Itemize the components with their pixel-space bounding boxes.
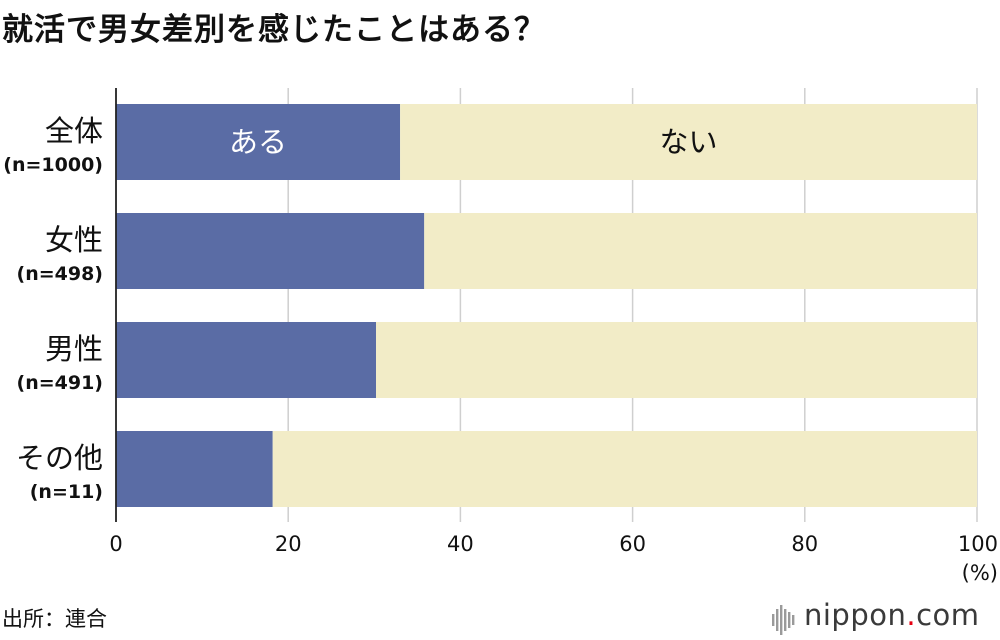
- bar-labels: ある ない: [229, 125, 718, 159]
- x-tick-label: 0: [109, 532, 122, 556]
- category-sublabel: (n=11): [30, 481, 103, 503]
- category-label: 男性: [45, 332, 103, 366]
- bar-segment: [116, 431, 273, 507]
- x-tick-label: 100: [958, 532, 998, 556]
- x-tick-label: 40: [447, 532, 474, 556]
- sound-bars-icon: [772, 605, 795, 635]
- category-labels: 全体 (n=1000) 女性 (n=498) 男性 (n=491) その他 (n=11): [3, 114, 103, 503]
- x-tick-label: 80: [791, 532, 818, 556]
- x-unit-label: (%): [962, 561, 998, 585]
- category-sublabel: (n=1000): [3, 154, 103, 176]
- x-tick-label: 60: [619, 532, 646, 556]
- bar-segment: [376, 322, 978, 398]
- bar-segment: [116, 322, 377, 398]
- bar-segment: [272, 431, 977, 507]
- source-note: 出所：連合: [2, 607, 107, 631]
- nippon-com-logo: nippon.com: [770, 598, 998, 636]
- brand-text: nippon.com: [804, 598, 980, 632]
- brand-dot: .: [906, 598, 917, 632]
- brand-name: nippon: [804, 598, 907, 632]
- x-tick-label: 20: [275, 532, 302, 556]
- category-label: 女性: [45, 223, 103, 257]
- bar-segment: [116, 104, 401, 180]
- bars: [116, 104, 978, 507]
- category-sublabel: (n=498): [17, 263, 103, 285]
- series-label: ある: [229, 125, 287, 159]
- chart-title: 就活で男女差別を感じたことはある？: [2, 12, 546, 48]
- category-label: 全体: [45, 114, 103, 148]
- x-axis: 0 20 40 60 80 100 (%): [109, 88, 998, 585]
- series-label: ない: [660, 125, 718, 159]
- bar-segment: [400, 104, 977, 180]
- brand-tld: com: [916, 598, 980, 632]
- bar-segment: [116, 213, 425, 289]
- category-label: その他: [16, 441, 103, 475]
- category-sublabel: (n=491): [17, 372, 103, 394]
- bar-segment: [424, 213, 977, 289]
